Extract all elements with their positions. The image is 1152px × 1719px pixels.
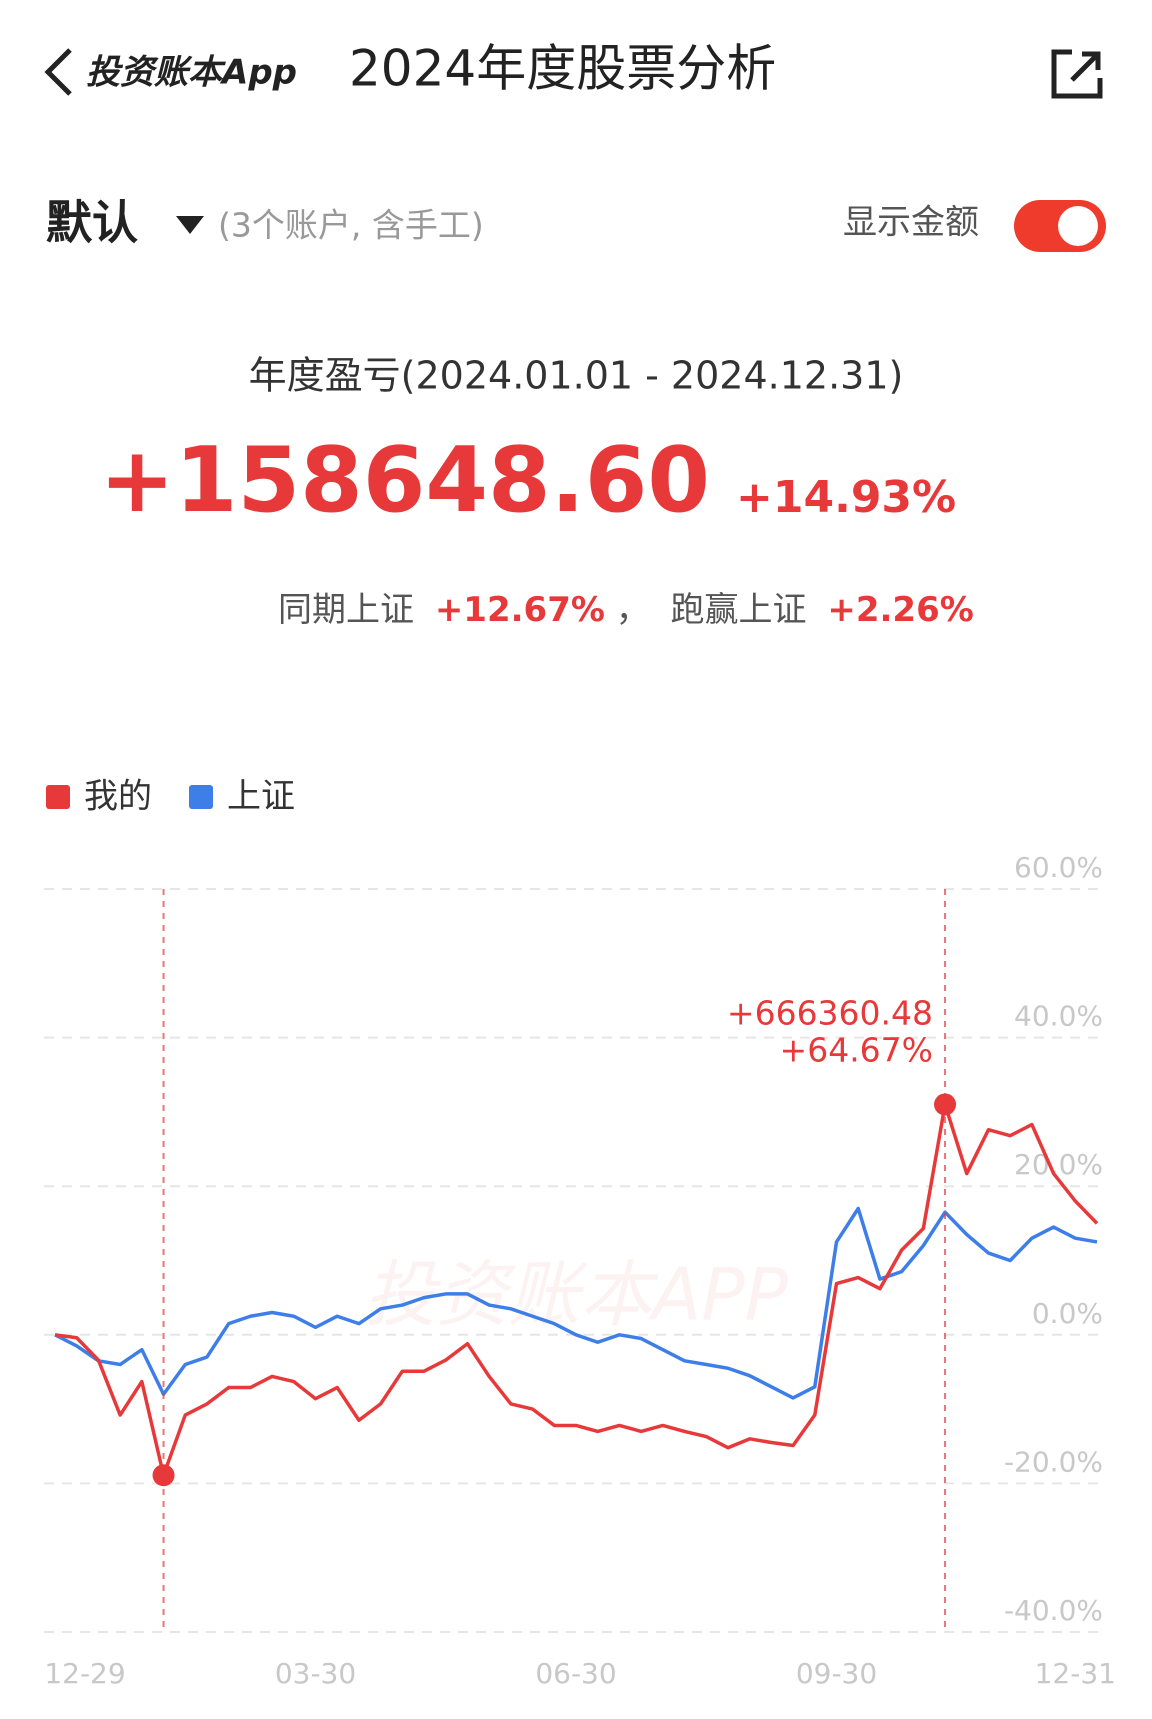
compare-label: 同期上证 xyxy=(278,590,414,630)
annotation: +666360.48 xyxy=(727,994,933,1033)
compare-line: 同期上证 +12.67% ， 跑赢上证 +2.26% xyxy=(278,590,974,630)
x-tick-label: 09-30 xyxy=(796,1657,877,1690)
back-arrow xyxy=(44,48,72,96)
beat-label: 跑赢上证 xyxy=(671,590,807,630)
legend-swatch xyxy=(46,785,70,809)
period-label: 年度盈亏(2024.01.01 - 2024.12.31) xyxy=(249,354,904,398)
extreme-point xyxy=(934,1093,957,1116)
back-label: 投资账本App xyxy=(86,53,297,93)
share-box xyxy=(1051,49,1103,99)
x-tick-label: 03-30 xyxy=(275,1657,356,1690)
watermark: 投资账本APP xyxy=(364,1253,789,1337)
legend-label: 我的 xyxy=(84,777,152,817)
legend-swatch xyxy=(189,785,213,809)
y-tick-label: 40.0% xyxy=(1014,1000,1103,1033)
account-selector[interactable]: 默认 xyxy=(46,196,204,250)
share-arrow xyxy=(1070,51,1101,82)
series-line xyxy=(54,1206,1098,1400)
annotation: +64.67% xyxy=(780,1031,933,1070)
x-tick-label: 12-29 xyxy=(44,1657,125,1690)
page-title: 2024年度股票分析 xyxy=(349,40,776,98)
beat-value: +2.26% xyxy=(827,590,973,630)
y-tick-label: 0.0% xyxy=(1032,1297,1103,1330)
profit-percent: +14.93% xyxy=(736,472,956,523)
account-name: 默认 xyxy=(46,196,138,250)
legend-label: 上证 xyxy=(227,777,295,817)
chart: 投资账本APP -40.0% -20.0% 0.0% 20.0% 40.0% 60.0% 12… xyxy=(44,777,1116,1690)
series-line xyxy=(54,1102,1099,1477)
y-tick-label: -40.0% xyxy=(1004,1594,1103,1627)
toggle-label: 显示金额 xyxy=(843,203,979,243)
toggle-knob xyxy=(1058,206,1098,246)
dropdown-icon xyxy=(176,216,204,234)
separator: ， xyxy=(616,590,650,630)
y-tick-label: 60.0% xyxy=(1014,851,1103,884)
profit-amount: +158648.60 xyxy=(99,428,710,533)
y-tick-label: 20.0% xyxy=(1014,1148,1103,1181)
account-detail: (3个账户, 含手工) xyxy=(218,206,484,245)
back-button[interactable]: 投资账本App xyxy=(44,48,297,96)
y-tick-label: -20.0% xyxy=(1004,1445,1103,1478)
compare-value: +12.67% xyxy=(435,590,605,630)
x-tick-label: 12-31 xyxy=(1035,1657,1116,1690)
share-button[interactable] xyxy=(1051,49,1103,99)
extreme-point xyxy=(152,1464,175,1487)
x-tick-label: 06-30 xyxy=(535,1657,616,1690)
amount-toggle[interactable] xyxy=(1014,200,1106,252)
